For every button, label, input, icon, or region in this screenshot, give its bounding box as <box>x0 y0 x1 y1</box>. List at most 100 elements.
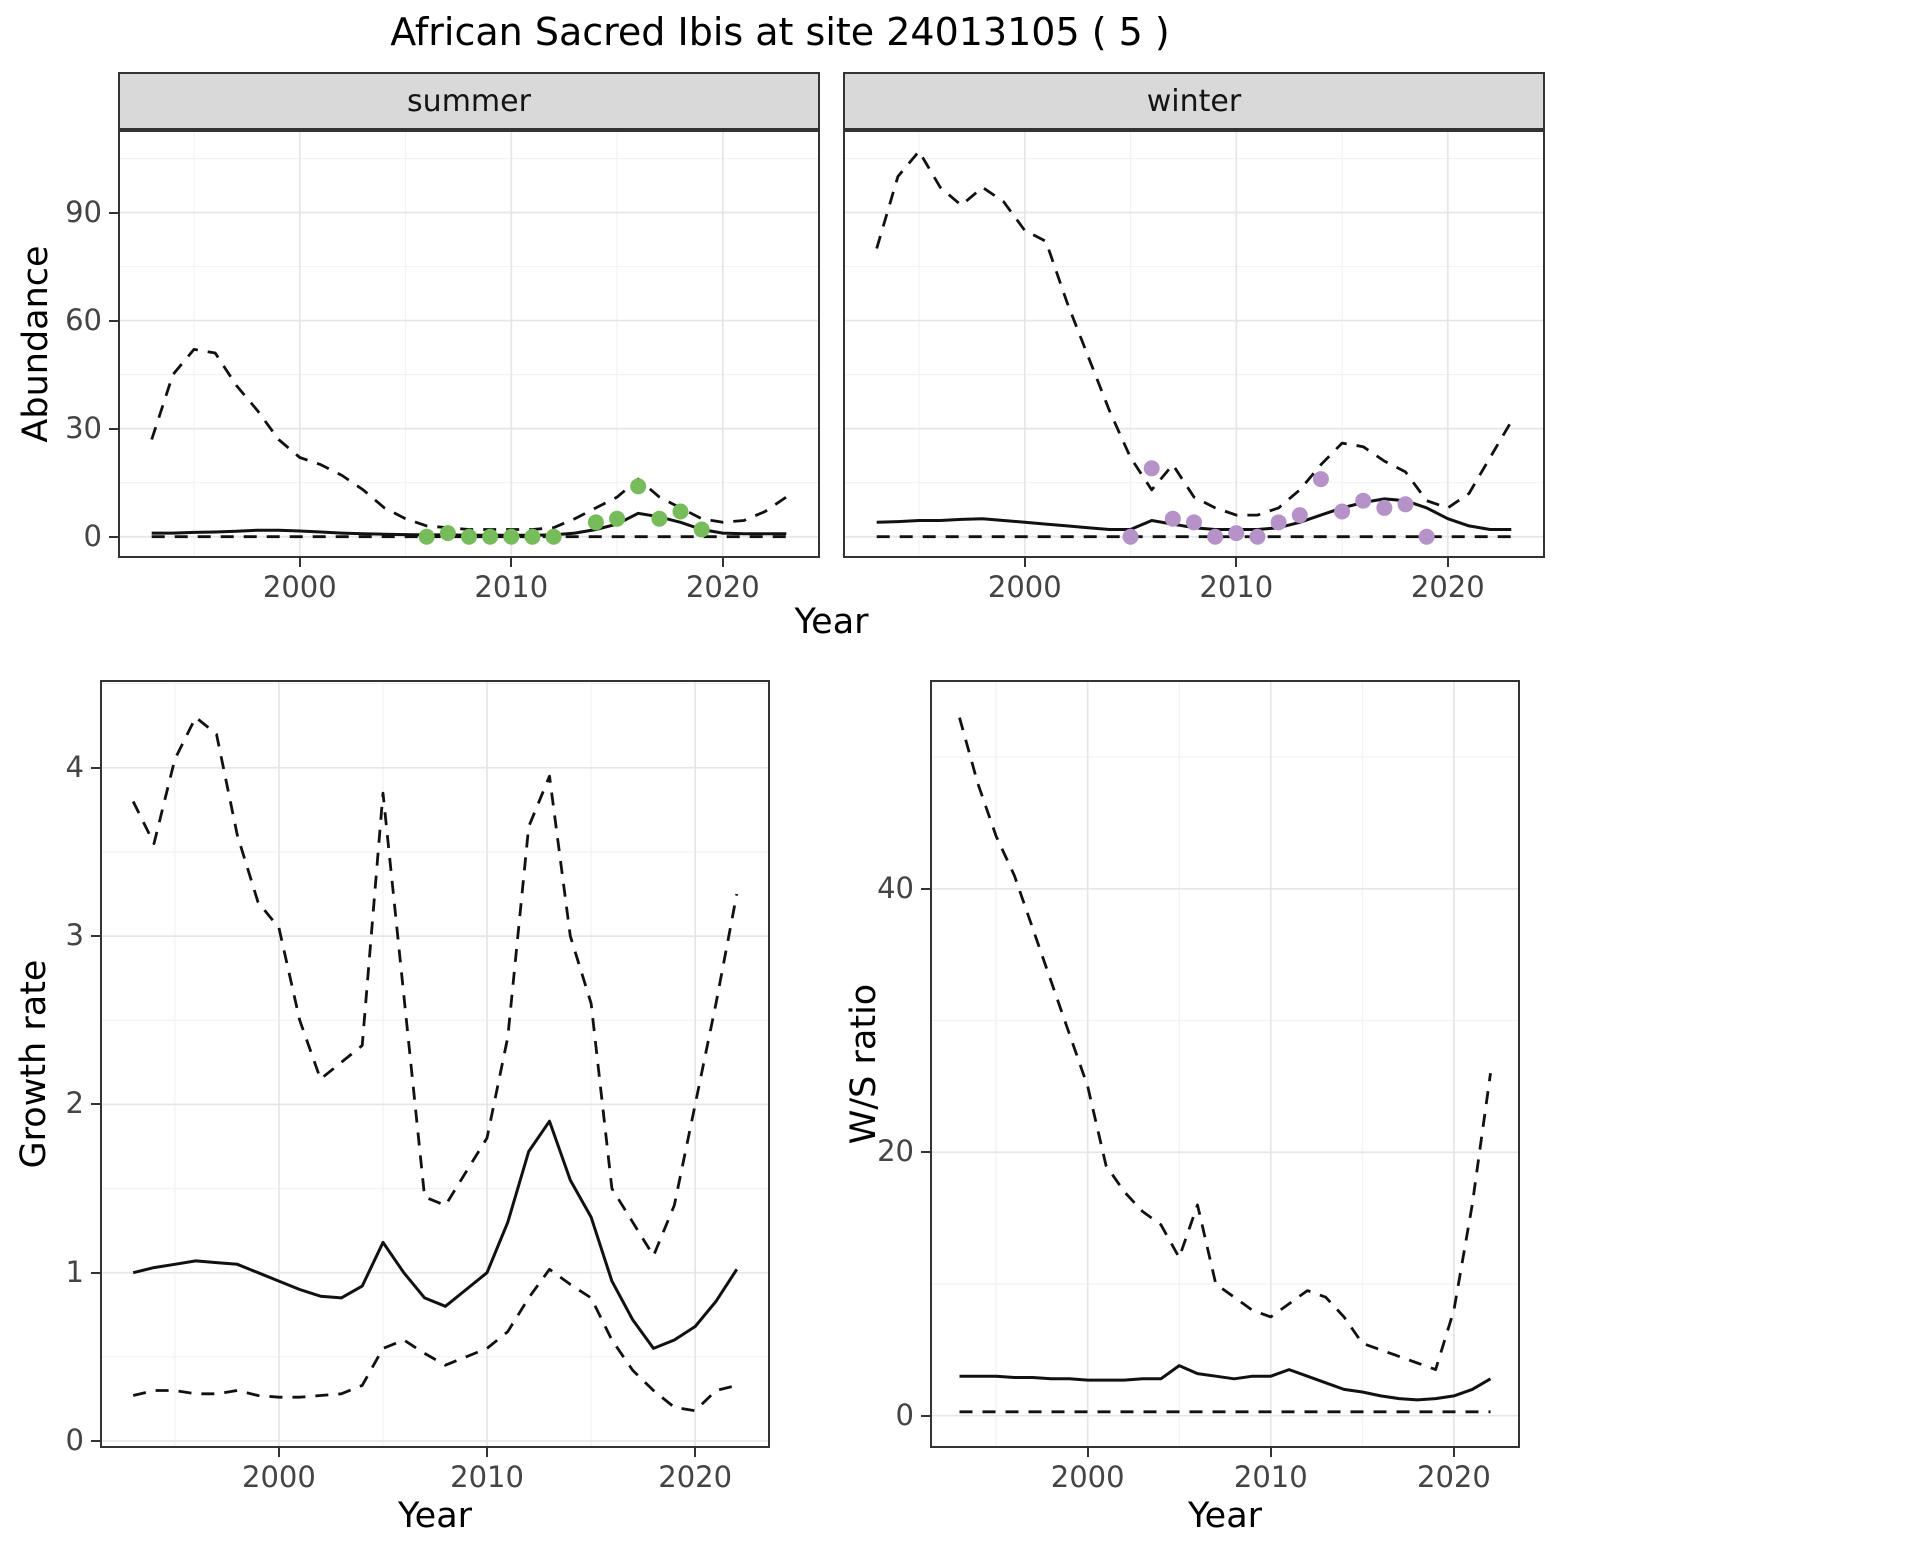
y-tick-label: 2 <box>65 1086 84 1121</box>
observed-winter-point <box>1270 514 1287 531</box>
y-tick-mark <box>109 319 118 322</box>
series-estimate-line <box>959 1364 1492 1402</box>
x-tick-label: 2000 <box>242 1460 316 1494</box>
figure-title: African Sacred Ibis at site 24013105 ( 5… <box>390 10 1170 54</box>
figure: African Sacred Ibis at site 24013105 ( 5… <box>14 10 1545 1536</box>
observed-winter-point <box>1334 503 1351 520</box>
y-tick-label: 40 <box>877 870 914 905</box>
y-tick-label: 3 <box>65 918 84 953</box>
x-tick-label: 2000 <box>1050 1460 1125 1494</box>
x-tick-label: 2010 <box>1199 570 1274 604</box>
x-tick-mark <box>298 558 301 567</box>
observed-winter-point <box>1207 528 1224 545</box>
panel-abundance-winter: 2000 2010 2020 <box>843 130 1545 604</box>
y-tick-mark <box>109 427 118 430</box>
x-tick-mark <box>1269 1448 1272 1457</box>
observed-winter-point <box>1164 510 1181 527</box>
y-axis-label-ws-ratio: W/S ratio <box>844 983 884 1145</box>
observed-winter-point <box>1397 496 1414 513</box>
x-tick-mark <box>1023 558 1026 567</box>
y-tick-mark <box>91 766 100 769</box>
y-tick-mark <box>91 1439 100 1442</box>
series-upper-95ci-line <box>875 149 1513 517</box>
observed-summer-point <box>461 528 477 545</box>
observed-winter-point <box>1418 528 1435 545</box>
y-tick-mark <box>921 887 930 890</box>
observed-winter-point <box>1376 499 1393 516</box>
x-tick-label: 2010 <box>474 570 549 604</box>
y-tick-mark <box>921 1151 930 1154</box>
series-upper-95ci-line <box>958 717 1492 1371</box>
observed-summer-point <box>672 503 689 520</box>
x-axis-label-year-growth: Year <box>397 1496 473 1536</box>
observed-winter-point <box>1355 492 1372 509</box>
x-tick-label: 2000 <box>262 570 337 604</box>
y-tick-mark <box>921 1414 930 1417</box>
y-axis-label-growth-rate: Growth rate <box>14 959 54 1169</box>
y-tick-label: 0 <box>895 1397 914 1432</box>
observed-winter-point <box>1228 525 1245 542</box>
facet-strip-summer-label: summer <box>407 83 531 119</box>
x-tick-label: 2020 <box>685 570 760 604</box>
y-tick-mark <box>91 935 100 938</box>
observed-summer-point <box>418 528 435 545</box>
x-tick-mark <box>486 1448 489 1457</box>
x-tick-mark <box>1235 558 1238 567</box>
x-axis-label-year-top: Year <box>794 602 869 642</box>
panel-ws-ratio: 2000 2010 2020 0 20 40 <box>877 680 1520 1494</box>
observed-summer-point <box>587 514 604 531</box>
series-upper-95ci-line <box>150 347 788 531</box>
x-tick-label: 2020 <box>1410 570 1485 604</box>
y-tick-label: 1 <box>65 1254 84 1289</box>
observed-winter-point <box>1312 471 1329 488</box>
observed-winter-point <box>1186 514 1202 531</box>
x-tick-mark <box>1452 1448 1455 1457</box>
ws-ratio-svg <box>932 682 1518 1446</box>
y-tick-label: 30 <box>65 410 102 445</box>
x-axis-label-year-ws: Year <box>1187 1496 1263 1536</box>
y-tick-mark <box>91 1103 100 1106</box>
panel-growth-rate: 2000 2010 2020 0 1 2 3 4 <box>66 680 770 1494</box>
series-upper-95ci-line <box>131 715 739 1258</box>
x-tick-label: 2020 <box>658 1460 733 1494</box>
y-tick-label: 0 <box>65 1422 84 1457</box>
y-tick-label: 0 <box>83 518 102 553</box>
x-tick-mark <box>694 1448 697 1457</box>
x-tick-label: 2000 <box>987 570 1062 604</box>
facet-strip-summer: summer <box>118 72 820 130</box>
y-tick-label: 90 <box>65 194 102 229</box>
abundance-winter-svg <box>845 132 1543 556</box>
observed-summer-point <box>651 510 668 527</box>
y-tick-label: 20 <box>877 1134 914 1169</box>
abundance-summer-svg <box>120 132 818 556</box>
y-tick-mark <box>109 211 118 214</box>
panel-abundance-summer: 2000 2010 2020 0 30 60 90 <box>65 130 820 604</box>
y-tick-mark <box>91 1271 100 1274</box>
x-tick-label: 2010 <box>1233 1460 1308 1494</box>
y-tick-label: 60 <box>65 302 102 337</box>
x-tick-mark <box>1086 1448 1089 1457</box>
y-tick-mark <box>109 535 118 538</box>
facet-strip-winter-label: winter <box>1146 83 1242 119</box>
observed-winter-point <box>1143 460 1160 477</box>
observed-summer-point <box>693 521 710 538</box>
observed-winter-point <box>1122 528 1139 545</box>
x-tick-mark <box>510 558 513 567</box>
observed-summer-point <box>609 510 626 527</box>
x-tick-mark <box>277 1448 280 1457</box>
observed-summer-point <box>524 528 541 545</box>
observed-summer-point <box>482 528 499 545</box>
observed-summer-point <box>439 525 456 542</box>
observed-winter-point <box>1291 507 1308 524</box>
x-tick-mark <box>1446 558 1449 567</box>
facet-strip-winter: winter <box>843 72 1545 130</box>
y-tick-label: 4 <box>65 749 84 784</box>
x-tick-label: 2010 <box>450 1460 524 1494</box>
observed-summer-point <box>630 478 647 495</box>
observed-winter-point <box>1249 528 1266 545</box>
x-tick-label: 2020 <box>1417 1460 1491 1494</box>
series-estimate-line <box>132 1119 739 1350</box>
x-tick-mark <box>721 558 724 567</box>
observed-summer-point <box>545 528 562 545</box>
series-lower-95ci-line <box>132 1267 738 1413</box>
